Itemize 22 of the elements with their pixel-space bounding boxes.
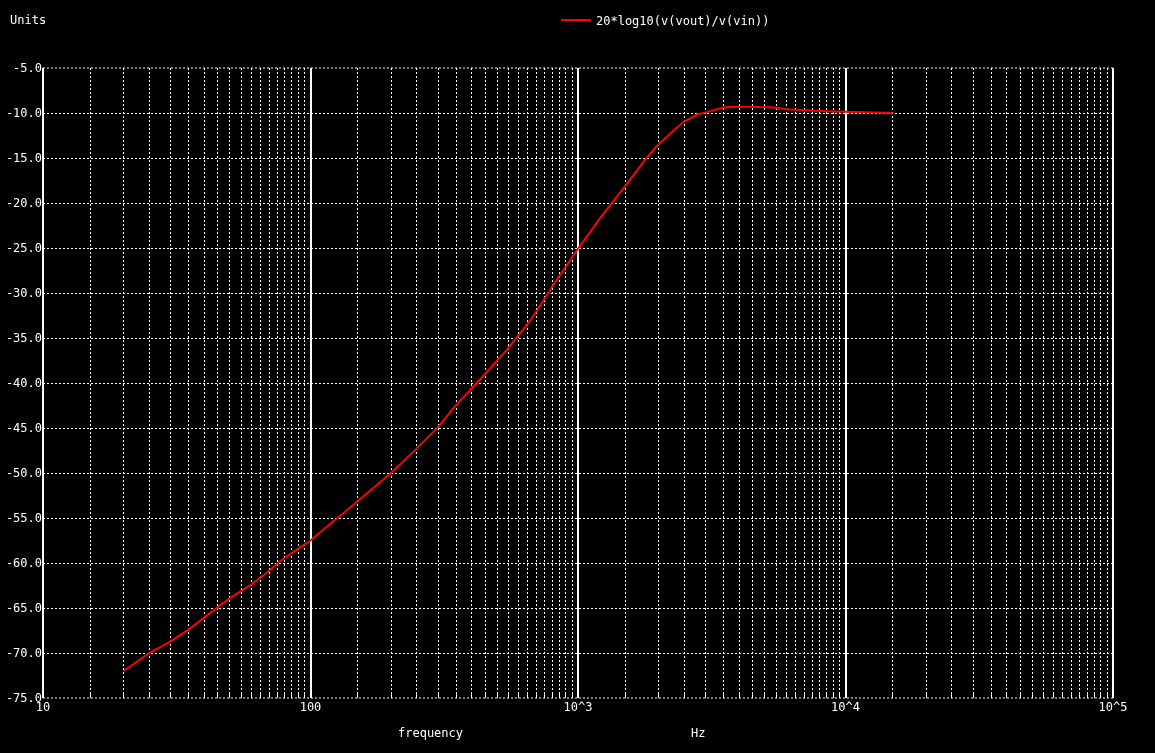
y-tick-label: -5.0 xyxy=(13,61,42,76)
x-axis-title: frequency xyxy=(398,726,464,740)
y-tick-label: -65.0 xyxy=(5,601,42,616)
y-tick-label: -55.0 xyxy=(5,511,42,526)
y-tick-label: -40.0 xyxy=(5,376,42,391)
y-tick-label: -10.0 xyxy=(5,106,42,121)
y-tick-label: -70.0 xyxy=(5,646,42,661)
x-tick-label: 10^4 xyxy=(831,700,860,714)
x-tick-label: 10^3 xyxy=(563,700,593,714)
y-tick-label: -25.0 xyxy=(5,241,42,256)
y-axis-title: Units xyxy=(10,13,47,27)
y-tick-label: -35.0 xyxy=(5,331,42,346)
y-tick-label: -50.0 xyxy=(5,466,42,481)
y-tick-label: -60.0 xyxy=(5,556,42,571)
legend-label: 20*log10(v(vout)/v(vin)) xyxy=(596,13,770,28)
y-tick-label: -15.0 xyxy=(5,151,42,166)
x-tick-label: 10^5 xyxy=(1098,700,1128,714)
text: Hz xyxy=(691,726,706,740)
y-tick-label: -30.0 xyxy=(5,286,42,301)
y-tick-label: -45.0 xyxy=(5,421,42,436)
y-tick-label: -20.0 xyxy=(5,196,42,211)
x-tick-label: 100 xyxy=(299,700,322,714)
